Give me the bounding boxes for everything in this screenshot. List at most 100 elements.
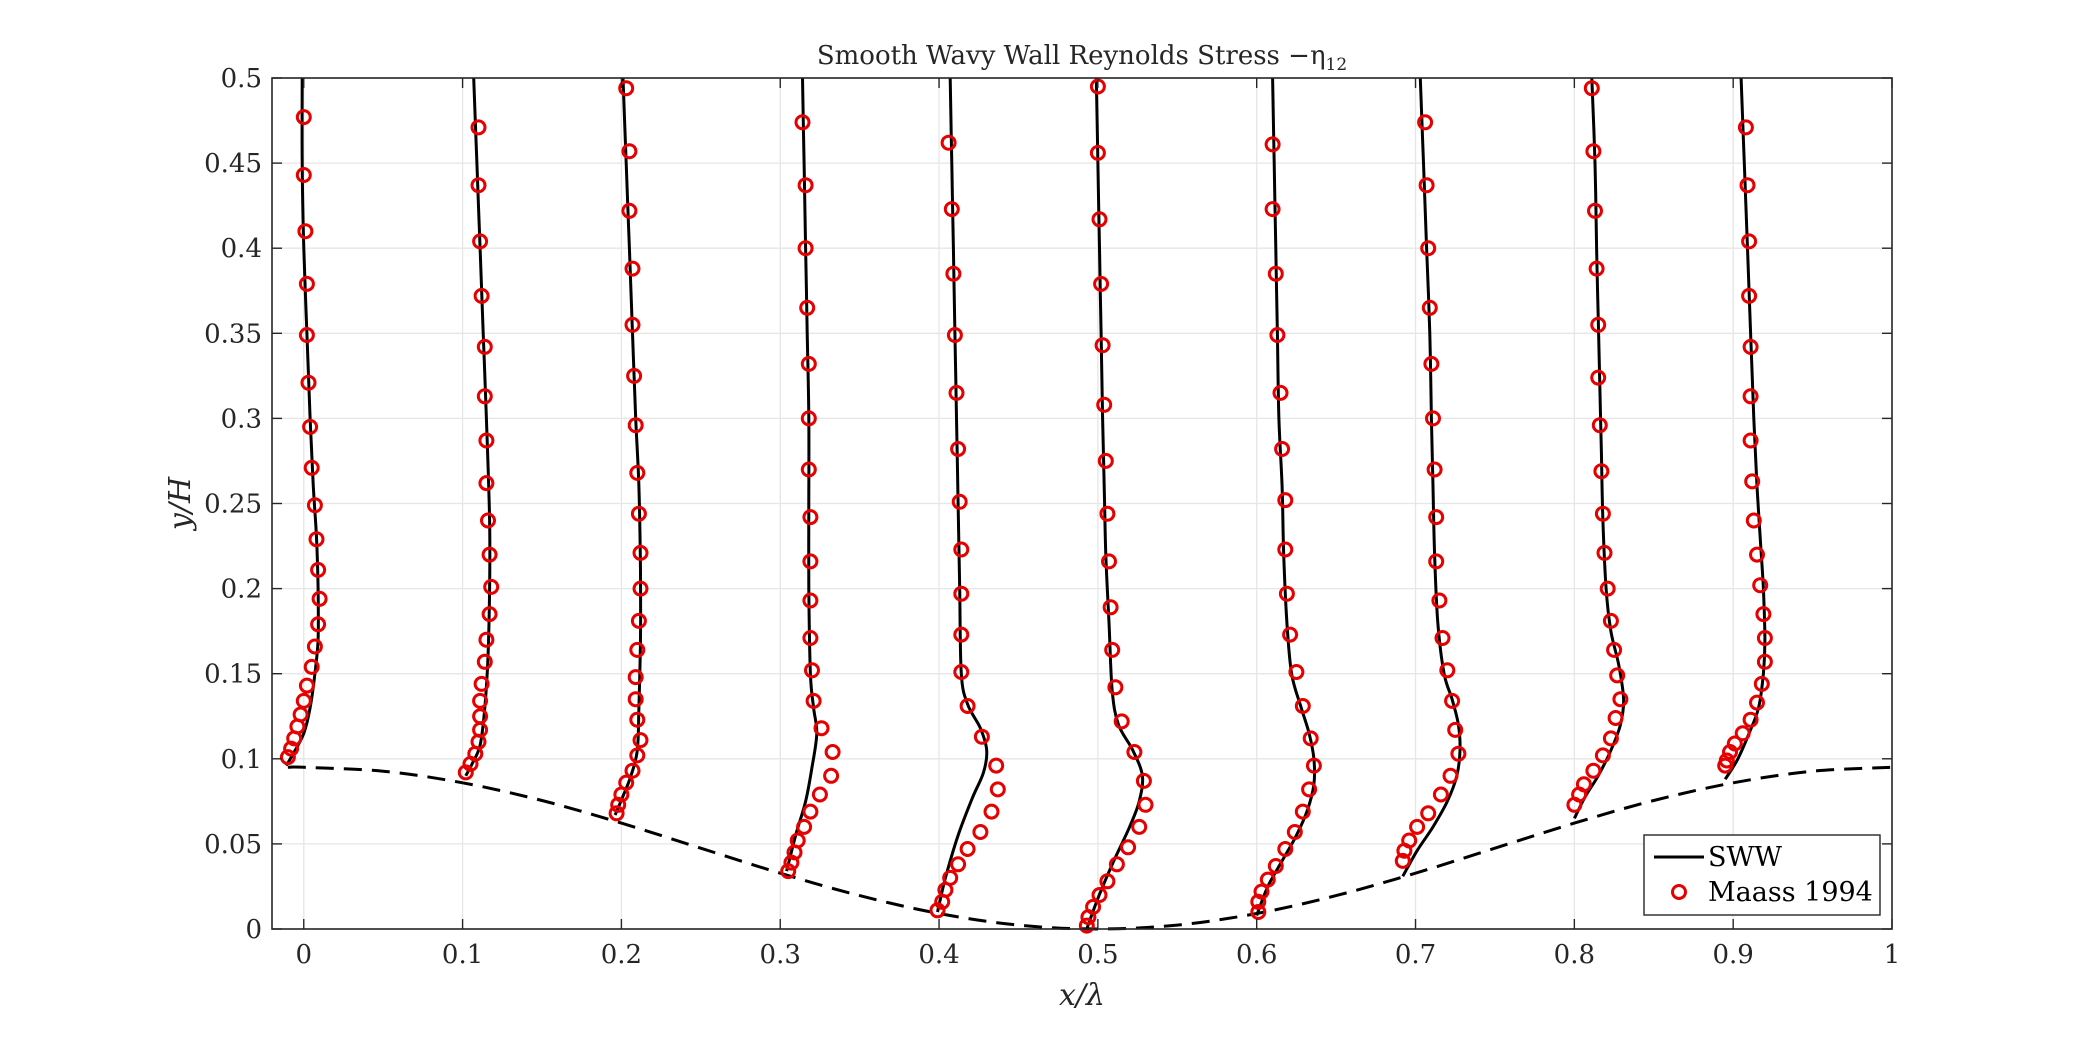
maass-1994-point <box>311 590 328 607</box>
maass-1994-point <box>953 541 970 558</box>
maass-1994-point <box>796 818 813 835</box>
y-tick-label: 0 <box>245 915 262 945</box>
maass-1994-point <box>624 762 641 779</box>
maass-1994-point <box>1135 772 1152 789</box>
maass-1994-point <box>780 863 797 880</box>
maass-1994-point <box>1450 745 1467 762</box>
maass-1994-point <box>1726 735 1743 752</box>
maass-1994-point <box>306 638 323 655</box>
y-tick-label: 0.25 <box>204 490 262 520</box>
maass-1994-point <box>1739 177 1756 194</box>
maass-1994-point <box>1426 461 1443 478</box>
maass-1994-point <box>802 803 819 820</box>
maass-1994-point <box>972 824 989 840</box>
maass-1994-point <box>1301 781 1318 798</box>
maass-1994-point <box>1267 265 1284 282</box>
maass-1994-point <box>988 757 1005 774</box>
maass-1994-point <box>805 692 822 709</box>
maass-1994-point <box>1594 747 1611 764</box>
x-tick-label: 0.3 <box>760 940 801 970</box>
maass-1994-point <box>1250 893 1267 910</box>
maass-1994-point <box>802 509 819 526</box>
maass-1994-point <box>800 410 817 427</box>
maass-1994-point <box>480 512 496 529</box>
x-axis-label: x/λ <box>1059 978 1105 1013</box>
maass-1994-point <box>1609 667 1626 684</box>
legend-box <box>1643 834 1881 916</box>
maass-1994-point <box>983 803 1000 820</box>
chart-title-main: Smooth Wavy Wall Reynolds Stress −η <box>817 41 1326 71</box>
sww-profile-line-x0_2 <box>613 77 643 816</box>
maass-1994-point <box>1094 337 1111 354</box>
maass-1994-point <box>1602 730 1619 747</box>
maass-1994-point <box>632 544 649 561</box>
maass-1994-point <box>1418 177 1435 194</box>
maass-1994-point <box>953 585 970 602</box>
y-tick-label: 0.15 <box>204 660 262 690</box>
maass-1994-point <box>1594 505 1611 522</box>
maass-1994-point <box>295 167 312 183</box>
maass-1994-point <box>1587 202 1603 219</box>
maass-1994-point <box>1101 553 1117 570</box>
maass-1994-point <box>610 796 627 813</box>
maass-1994-point <box>1749 546 1765 563</box>
maass-1994-point <box>1264 201 1281 218</box>
maass-1994-point <box>797 177 814 194</box>
maass-1994-point <box>1078 917 1095 934</box>
maass-1994-point <box>1602 612 1619 629</box>
sww-profile-line-x0_1 <box>464 77 492 777</box>
maass-1994-point <box>303 459 320 476</box>
maass-1994-point <box>1102 599 1119 616</box>
maass-1994-point <box>1253 883 1270 900</box>
maass-1994-point <box>948 384 965 401</box>
maass-1994-point <box>629 747 646 764</box>
maass-1994-point <box>1599 580 1616 597</box>
maass-1994-point <box>472 692 489 709</box>
maass-1994-point <box>1131 818 1148 835</box>
maass-1994-point <box>481 546 498 563</box>
maass-1994-point <box>1274 441 1291 457</box>
maass-1994-point <box>1099 505 1116 522</box>
maass-1994-point <box>1305 757 1322 774</box>
maass-1994-point <box>283 740 300 757</box>
maass-1994-point <box>804 662 820 679</box>
maass-1994-point <box>1401 832 1418 849</box>
maass-1994-point <box>1294 803 1311 820</box>
maass-1994-point <box>473 287 490 304</box>
maass-1994-point <box>627 669 644 686</box>
maass-1994-point <box>472 708 489 725</box>
maass-1994-point <box>800 461 817 478</box>
maass-1994-point <box>824 744 841 760</box>
maass-1994-point <box>1444 692 1461 709</box>
maass-1994-point <box>1428 509 1445 526</box>
maass-1994-point <box>797 240 814 257</box>
maass-1994-point <box>1091 211 1108 228</box>
maass-1994-point <box>303 658 320 675</box>
maass-1994-point <box>1575 776 1592 793</box>
maass-1994-point <box>800 355 817 372</box>
maass-1994-point <box>473 675 490 692</box>
maass-1994-point <box>1277 841 1294 857</box>
maass-1994-point <box>310 616 327 633</box>
maass-1994-point <box>802 553 819 570</box>
maass-1994-point <box>472 233 489 250</box>
maass-1994-point <box>310 561 327 578</box>
maass-1994-point <box>1409 818 1426 835</box>
maass-1994-point <box>1420 805 1437 822</box>
maass-1994-point <box>1272 384 1289 401</box>
maass-1994-point <box>1093 275 1110 292</box>
maass-1994-point <box>1588 260 1605 277</box>
maass-1994-point <box>1288 664 1305 680</box>
maass-1994-point <box>629 711 646 728</box>
legend-swatch-maass-1994 <box>1671 884 1687 900</box>
maass-1994-point <box>1718 752 1735 769</box>
maass-1994-point <box>1107 679 1124 696</box>
maass-1994-point <box>1741 233 1758 250</box>
maass-1994-point <box>1752 577 1769 594</box>
maass-1994-point <box>476 338 493 355</box>
maass-1994-point <box>1734 725 1751 742</box>
maass-1994-point <box>1104 641 1121 658</box>
maass-1994-point <box>794 114 811 131</box>
maass-1994-point <box>1756 630 1773 646</box>
